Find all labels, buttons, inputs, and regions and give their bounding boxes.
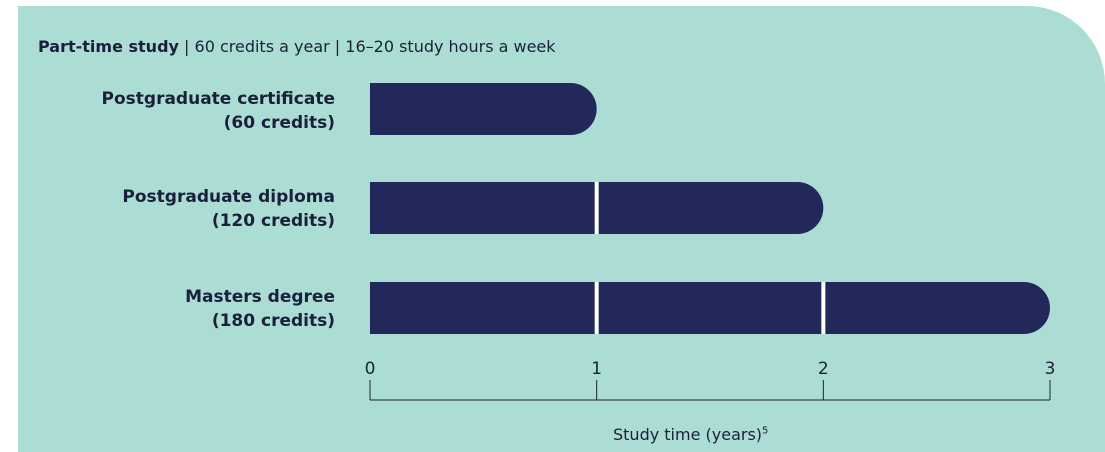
bar xyxy=(370,83,597,135)
category-label-diploma: Postgraduate diploma (120 credits) xyxy=(5,185,335,233)
x-axis-title: Study time (years)5 xyxy=(613,425,768,444)
category-label-masters: Masters degree (180 credits) xyxy=(5,285,335,333)
x-tick-label: 2 xyxy=(818,359,829,379)
bar-segment-divider xyxy=(594,182,599,234)
bar-segment-divider xyxy=(821,282,826,334)
category-label-line1: Postgraduate diploma xyxy=(122,187,335,207)
header-details: | 60 credits a year | 16–20 study hours … xyxy=(178,37,556,56)
category-label-line2: (120 credits) xyxy=(211,211,335,231)
category-label-line2: (180 credits) xyxy=(211,311,335,331)
chart-header: Part-time study | 60 credits a year | 16… xyxy=(38,37,556,56)
bar xyxy=(370,282,1050,334)
x-axis-title-footnote: 5 xyxy=(762,425,769,437)
bar-segment-divider xyxy=(594,282,599,334)
category-label-line2: (60 credits) xyxy=(223,113,335,133)
category-label-certificate: Postgraduate certificate (60 credits) xyxy=(5,87,335,135)
x-tick-label: 3 xyxy=(1045,359,1056,379)
category-label-line1: Postgraduate certificate xyxy=(101,89,335,109)
x-tick-label: 0 xyxy=(365,359,376,379)
header-bold-title: Part-time study xyxy=(38,37,179,56)
x-axis-title-text: Study time (years) xyxy=(613,425,763,444)
x-tick-label: 1 xyxy=(591,359,602,379)
category-label-line1: Masters degree xyxy=(185,287,335,307)
